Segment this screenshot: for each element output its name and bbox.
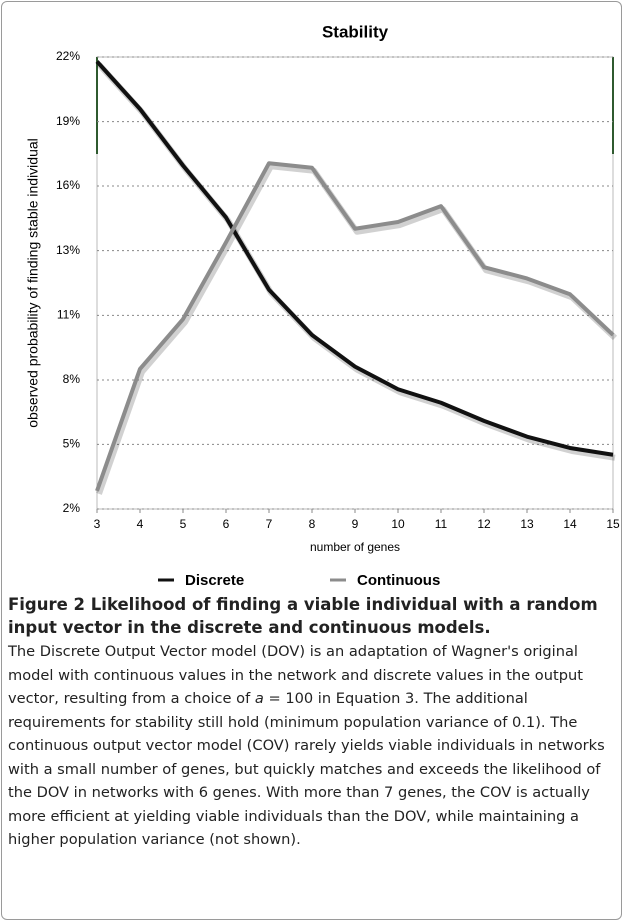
y-tick-label: 13% xyxy=(56,243,80,257)
y-tick-label: 22% xyxy=(56,49,80,63)
y-tick-label: 16% xyxy=(56,178,80,192)
series-line xyxy=(95,60,614,457)
x-tick-label: 11 xyxy=(435,517,448,531)
x-axis-label: number of genes xyxy=(310,540,400,554)
caption-text-part: The Discrete Output Vector model (DOV) i… xyxy=(8,643,583,707)
y-axis-label: observed probability of finding stable i… xyxy=(25,138,41,428)
x-tick-label: 8 xyxy=(309,517,316,531)
line-shadow xyxy=(96,163,618,495)
x-tick-label: 14 xyxy=(563,517,577,531)
legend-label: Discrete xyxy=(185,572,244,589)
y-tick-label: 8% xyxy=(63,372,81,386)
caption-symbol: a xyxy=(254,690,264,707)
caption-title: Figure 2 Likelihood of finding a viable … xyxy=(8,595,598,637)
x-tick-label: 4 xyxy=(137,517,144,531)
y-tick-label: 5% xyxy=(63,437,81,451)
y-tick-label: 19% xyxy=(56,114,80,128)
caption-text: The Discrete Output Vector model (DOV) i… xyxy=(8,640,616,852)
x-tick-label: 10 xyxy=(391,517,405,531)
x-tick-label: 3 xyxy=(94,517,101,531)
x-tick-label: 7 xyxy=(266,517,273,531)
x-tick-label: 5 xyxy=(180,517,187,531)
x-tick-label: 12 xyxy=(477,517,491,531)
y-tick-label: 11% xyxy=(57,307,80,321)
x-tick-label: 6 xyxy=(223,517,230,531)
legend-label: Continuous xyxy=(357,572,440,589)
caption: Figure 2 Likelihood of finding a viable … xyxy=(8,593,616,852)
series-line xyxy=(95,161,615,492)
x-tick-label: 15 xyxy=(606,517,620,531)
line-shadow xyxy=(96,62,616,461)
chart-title: Stability xyxy=(322,22,389,41)
y-tick-label: 2% xyxy=(63,501,81,515)
x-tick-label: 9 xyxy=(352,517,359,531)
caption-text-part: = 100 in Equation 3. The additional requ… xyxy=(8,690,605,848)
x-tick-label: 13 xyxy=(520,517,534,531)
chart: Stability observed probability of findin… xyxy=(25,22,620,589)
